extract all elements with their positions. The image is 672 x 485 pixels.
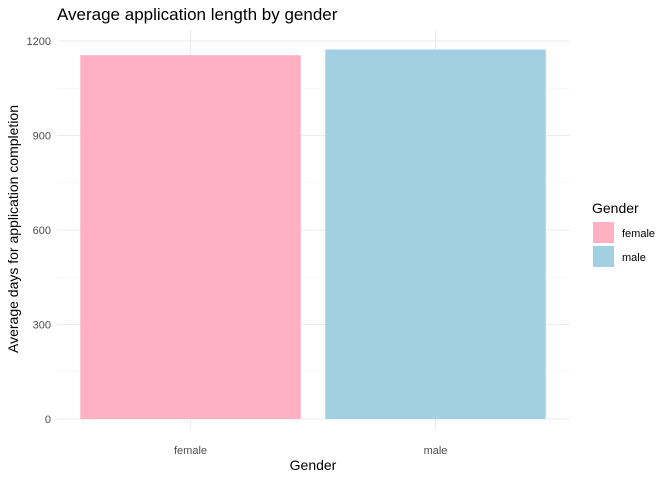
bar-male [325,49,546,419]
y-tick-label: 900 [33,131,51,143]
y-tick-label: 600 [33,225,51,237]
bar-female [80,55,301,420]
x-tick-label: male [424,445,448,457]
y-axis-ticks: 0 300 600 900 1200 [27,36,51,426]
x-tick-label: female [174,445,207,457]
legend-label: female [622,228,655,240]
legend: Gender female male [592,200,655,267]
legend-label: male [622,252,646,264]
x-axis-ticks: female male [174,445,447,457]
legend-title: Gender [592,200,639,216]
y-axis-title: Average days for application completion [5,105,21,353]
legend-key-male [593,246,614,267]
legend-key-female [593,222,614,243]
y-tick-label: 0 [45,414,51,426]
y-tick-label: 1200 [27,36,51,48]
x-axis-title: Gender [290,457,337,473]
legend-entries: female male [593,222,655,267]
chart-title: Average application length by gender [57,5,338,24]
y-tick-label: 300 [33,320,51,332]
bars [80,49,546,420]
